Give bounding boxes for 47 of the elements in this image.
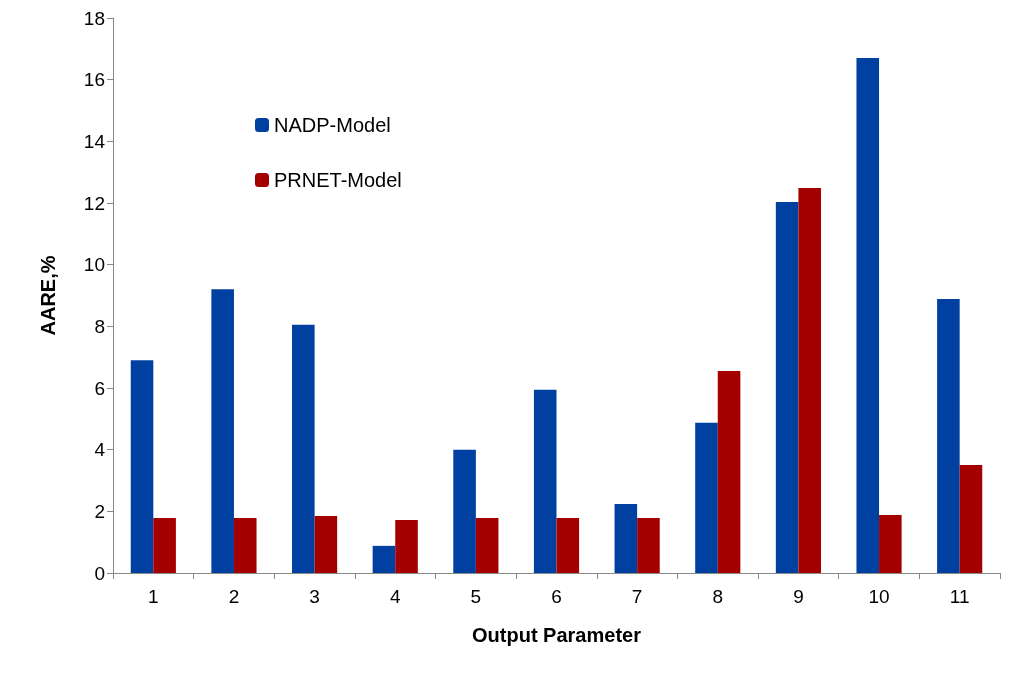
- x-tick-label: 7: [631, 586, 643, 607]
- bar: [130, 360, 154, 573]
- bar: [314, 515, 338, 573]
- y-tick-label: 12: [83, 192, 105, 214]
- y-tick-label: 18: [83, 7, 105, 29]
- bar: [395, 519, 418, 573]
- bar: [292, 324, 315, 573]
- y-tick-label: 10: [83, 254, 105, 276]
- y-axis-title: AARE,%: [37, 255, 59, 336]
- x-tick-label: 2: [228, 586, 240, 607]
- bar: [233, 518, 257, 573]
- y-tick-label: 2: [94, 500, 105, 522]
- x-tick-label: 11: [949, 586, 970, 607]
- y-tick-label: 0: [94, 562, 105, 584]
- y-tick-label: 6: [94, 377, 105, 399]
- bar: [475, 518, 499, 573]
- x-tick-label: 4: [389, 586, 401, 607]
- legend-label: PRNET-Model: [274, 169, 402, 191]
- bar: [856, 58, 880, 573]
- bar: [695, 422, 718, 573]
- bar: [775, 202, 799, 573]
- x-axis-title: Output Parameter: [472, 624, 642, 646]
- bar: [959, 465, 983, 573]
- x-tick-label: 9: [793, 586, 804, 607]
- bar: [533, 389, 557, 573]
- bar: [937, 298, 960, 573]
- x-tick-label: 3: [309, 586, 320, 607]
- bar: [614, 503, 638, 573]
- bar: [211, 289, 234, 573]
- bar: [372, 545, 396, 573]
- bar: [637, 518, 660, 573]
- y-tick-label: 16: [83, 69, 105, 91]
- x-tick-label: 6: [551, 586, 562, 607]
- bar: [556, 518, 580, 573]
- y-tick-label: 8: [94, 315, 105, 337]
- x-tick-label: 1: [148, 586, 159, 607]
- y-tick-label: 14: [83, 130, 106, 152]
- x-tick-label: 8: [712, 586, 724, 607]
- x-tick-label: 10: [868, 586, 890, 607]
- bar: [798, 187, 821, 573]
- bar: [153, 518, 176, 573]
- x-tick-label: 5: [470, 586, 482, 607]
- legend-label: NADP-Model: [274, 114, 391, 136]
- bar: [879, 515, 902, 573]
- y-tick-label: 4: [94, 439, 106, 461]
- bar: [717, 371, 741, 573]
- bar: [453, 449, 476, 573]
